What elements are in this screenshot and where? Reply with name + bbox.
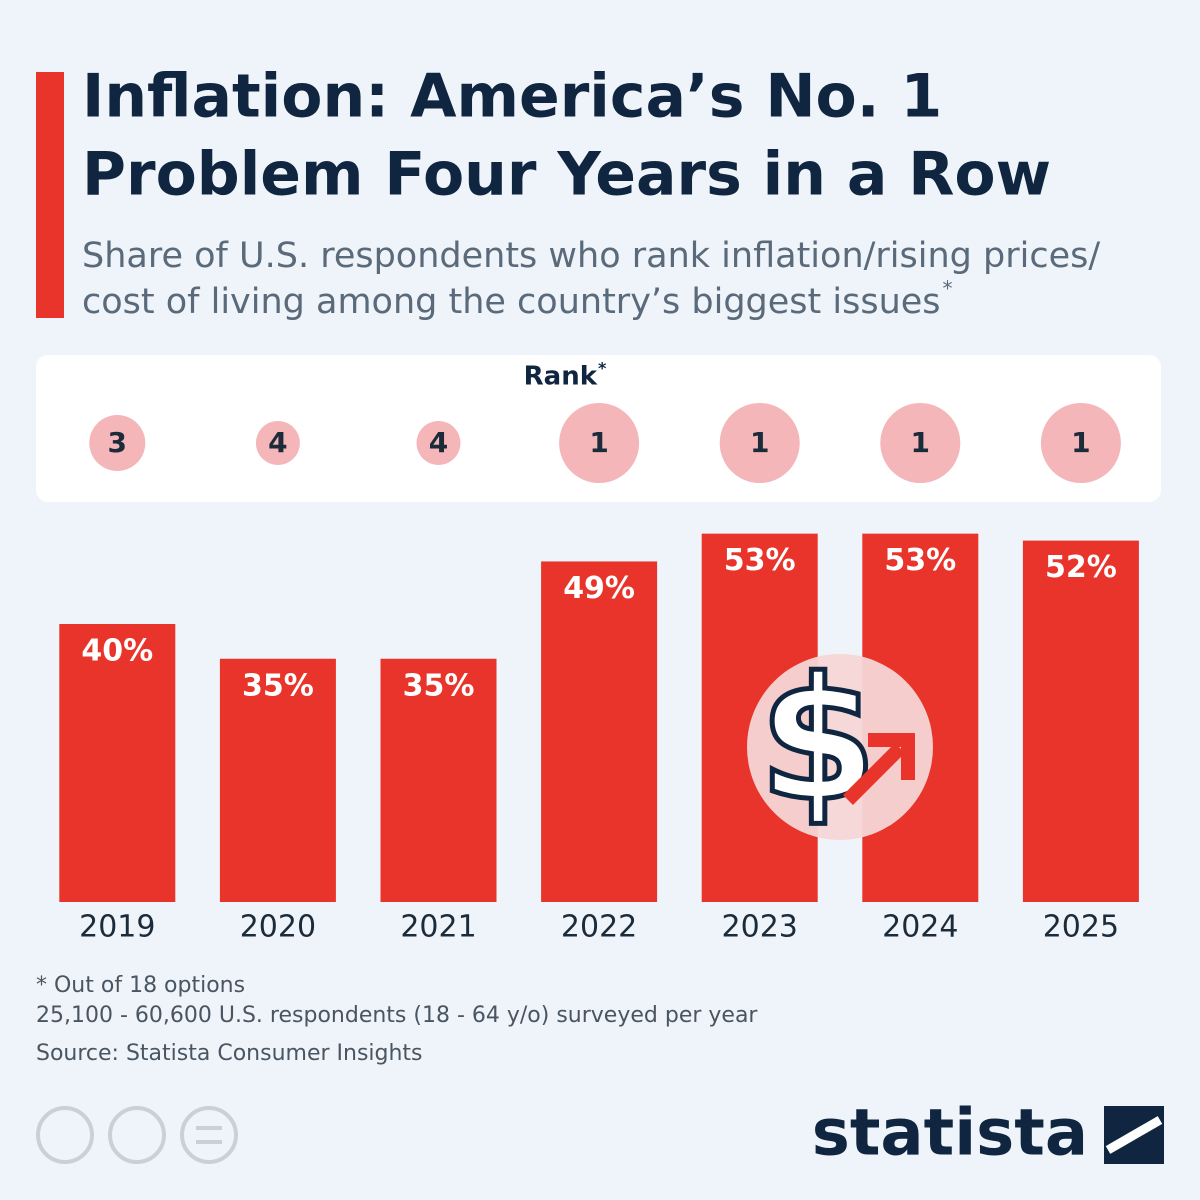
x-tick-label: 2025	[1043, 910, 1119, 945]
x-tick-label: 2021	[400, 910, 476, 945]
subtitle-mark: *	[943, 277, 953, 301]
rank-value: 3	[108, 426, 127, 459]
brand-logo-stroke	[1105, 1116, 1163, 1154]
rank-label: Rank	[524, 362, 598, 392]
bar	[59, 624, 176, 902]
rank-value: 1	[1071, 426, 1090, 459]
rank-circle	[416, 421, 461, 465]
subtitle: Share of U.S. respondents who rank infla…	[82, 236, 1100, 276]
rank-circle	[89, 415, 146, 471]
rank-value: 4	[429, 426, 448, 459]
icon-circle	[747, 654, 933, 840]
cc-icon	[36, 1106, 94, 1164]
value-label: 49%	[563, 571, 635, 606]
x-tick-label: 2019	[79, 910, 155, 945]
rank-circle	[255, 421, 300, 465]
rank-circle	[880, 403, 961, 483]
bar	[1022, 540, 1139, 902]
by-icon	[108, 1106, 166, 1164]
rank-value: 1	[911, 426, 930, 459]
brand: statista	[812, 1097, 1088, 1171]
rank-circle	[559, 403, 640, 483]
bar	[219, 658, 336, 902]
value-label: 35%	[403, 668, 475, 703]
rank-value: 1	[750, 426, 769, 459]
value-label: 35%	[242, 668, 314, 703]
dollar-sign: $	[759, 641, 877, 839]
bar	[541, 561, 658, 902]
rank-value: 1	[589, 426, 608, 459]
arrow-head	[868, 733, 915, 780]
note: * Out of 18 options	[36, 973, 245, 998]
x-tick-label: 2023	[722, 910, 798, 945]
x-tick-label: 2024	[882, 910, 958, 945]
accent-bar	[36, 72, 64, 318]
x-tick-label: 2022	[561, 910, 637, 945]
bar	[380, 658, 497, 902]
value-label: 40%	[81, 634, 153, 669]
value-label: 52%	[1045, 550, 1117, 585]
note: 25,100 - 60,600 U.S. respondents (18 - 6…	[36, 1003, 758, 1028]
x-tick-label: 2020	[240, 910, 316, 945]
rank-circle	[1040, 403, 1121, 483]
chart-title: Inflation: America’s No. 1	[82, 62, 942, 132]
arrow	[843, 743, 905, 805]
rank-value: 4	[268, 426, 287, 459]
chart-title: Problem Four Years in a Row	[82, 140, 1051, 210]
value-label: 53%	[884, 543, 956, 578]
license-icons	[36, 1106, 238, 1164]
dollar-icon: $	[747, 639, 933, 842]
source: Source: Statista Consumer Insights	[36, 1041, 423, 1066]
value-label: 53%	[724, 543, 796, 578]
rank-circle	[719, 403, 800, 483]
rank-label-mark: *	[598, 359, 607, 378]
nd-icon	[180, 1106, 238, 1164]
subtitle: cost of living among the country’s bigge…	[82, 282, 941, 322]
